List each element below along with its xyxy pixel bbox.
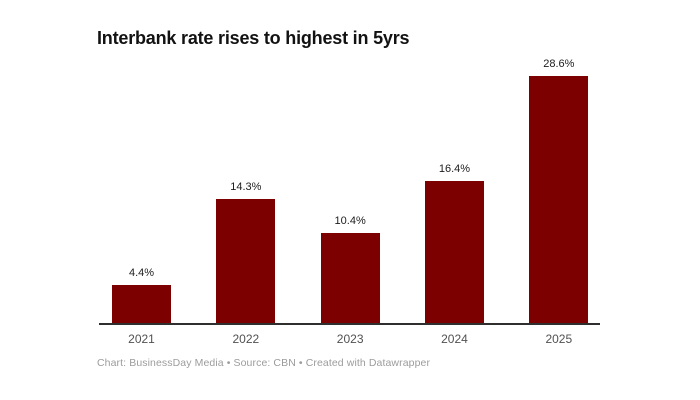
- value-label: 4.4%: [128, 267, 155, 279]
- bar-2022: [216, 199, 276, 323]
- x-tick-label: 2021: [128, 332, 155, 346]
- x-tick-label: 2025: [545, 332, 573, 346]
- value-label: 14.3%: [230, 181, 262, 193]
- bar-2024: [424, 181, 484, 323]
- bar-2025: [529, 76, 589, 323]
- value-label: 16.4%: [438, 163, 471, 175]
- plot-area: 4.4% 2021 14.3% 2022 10.4% 2023 16.4% 2024 28.6%…: [99, 58, 600, 346]
- chart-title: Interbank rate rises to highest in 5yrs: [97, 28, 410, 48]
- attribution: Chart: BusinessDay Media • Source: CBN •…: [97, 357, 431, 369]
- value-label: 10.4%: [334, 215, 366, 227]
- bar-2021: [112, 285, 171, 323]
- bar-2023: [320, 233, 380, 323]
- x-tick-label: 2022: [232, 332, 260, 346]
- value-label: 28.6%: [543, 58, 575, 70]
- x-tick-label: 2024: [441, 332, 468, 346]
- x-tick-label: 2023: [336, 332, 364, 346]
- x-axis-line: [99, 323, 600, 325]
